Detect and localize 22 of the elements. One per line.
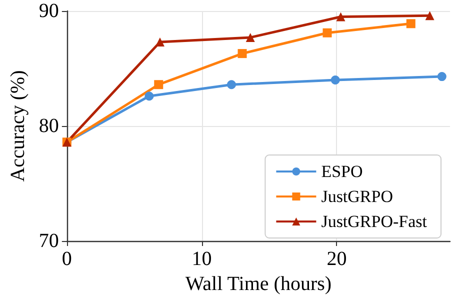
point — [144, 92, 154, 101]
y-axis-title: Accuracy (%) — [7, 70, 29, 182]
point — [238, 49, 247, 58]
point — [226, 80, 236, 90]
x-tick-label: 20 — [326, 248, 347, 270]
legend-label: ESPO — [321, 162, 363, 181]
point — [246, 32, 255, 42]
point — [425, 11, 434, 20]
point — [336, 12, 346, 22]
x-tick-label: 10 — [192, 248, 212, 270]
point — [437, 72, 446, 82]
y-tick-label: 90 — [38, 0, 59, 22]
point — [322, 28, 332, 38]
y-tick-label: 80 — [38, 115, 59, 137]
x-tick-label: 0 — [62, 248, 72, 270]
point — [154, 80, 164, 90]
x-axis-title: Wall Time (hours) — [185, 272, 332, 295]
point — [330, 76, 340, 84]
y-tick-label: 70 — [38, 230, 59, 252]
legend-label: JustGRPO-Fast — [321, 212, 428, 231]
legend-label: JustGRPO — [321, 187, 394, 206]
point — [406, 19, 416, 28]
